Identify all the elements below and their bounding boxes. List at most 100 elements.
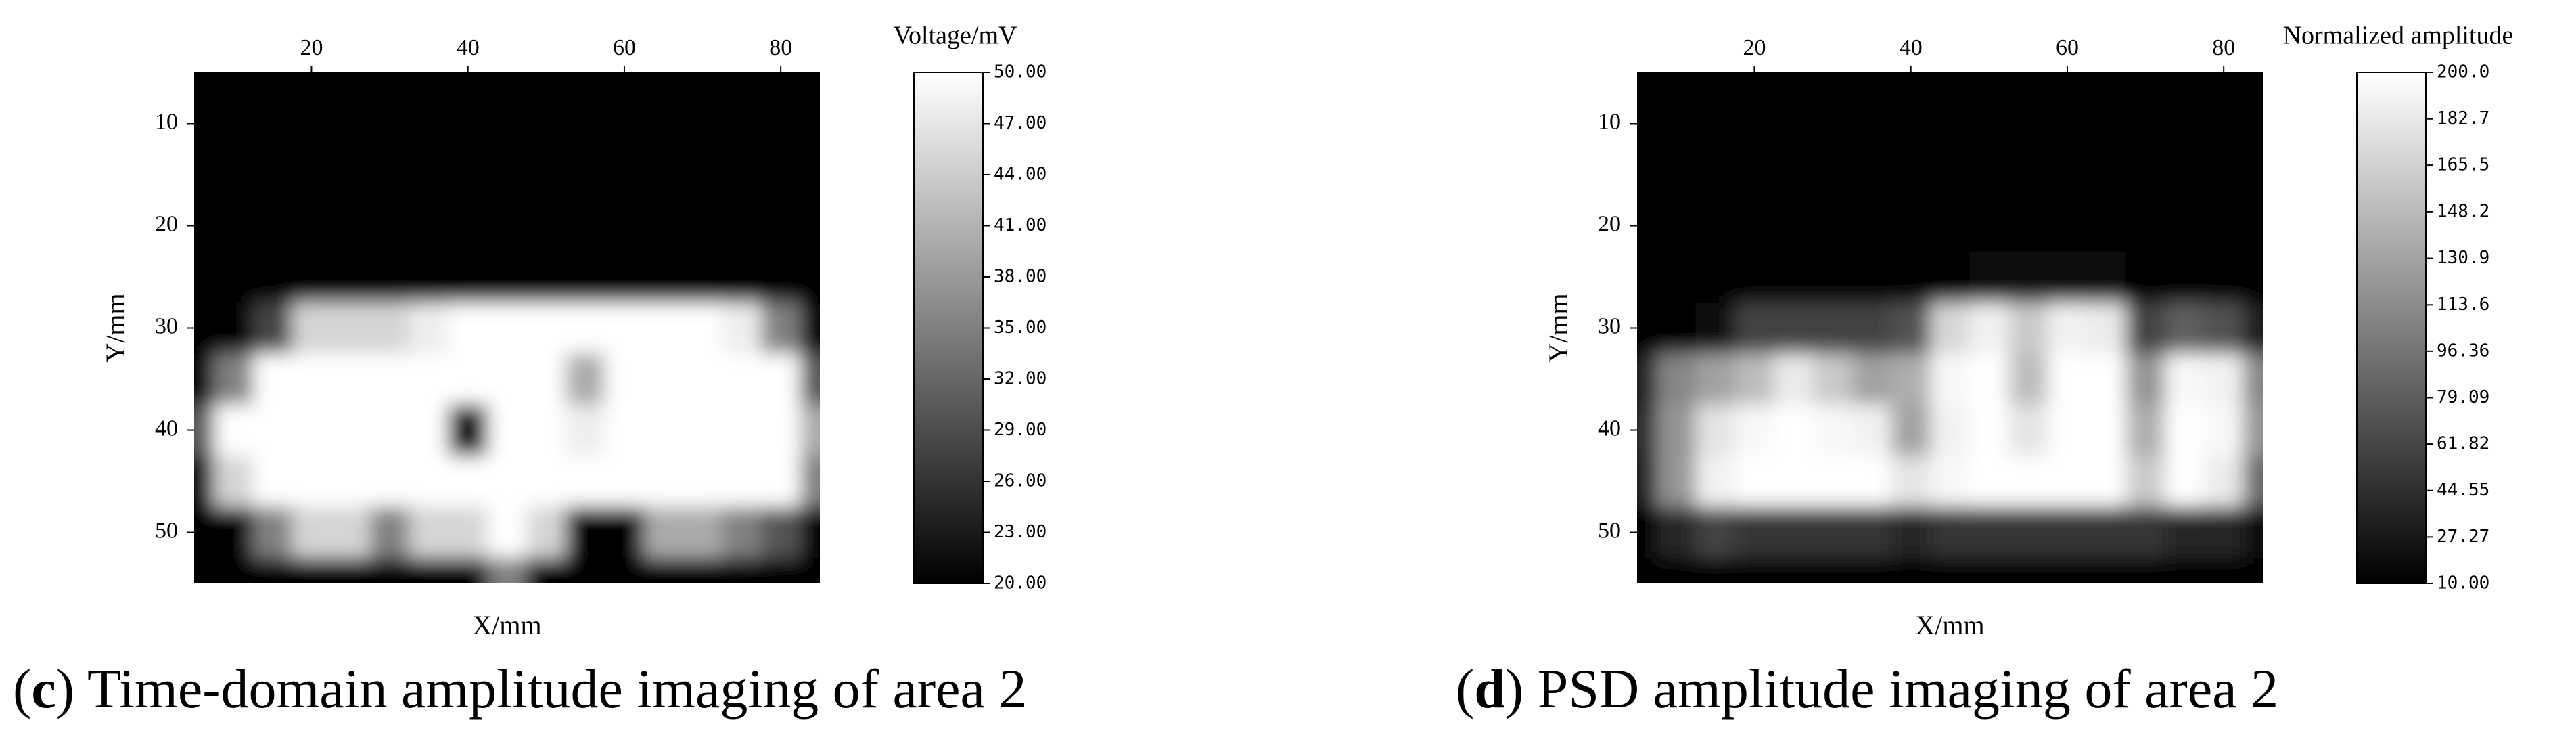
cell bbox=[605, 200, 645, 252]
cell bbox=[292, 404, 332, 457]
cell bbox=[1656, 558, 1697, 583]
cell bbox=[722, 353, 762, 405]
cell bbox=[605, 506, 645, 559]
cell bbox=[370, 97, 410, 150]
cell bbox=[1695, 97, 1736, 150]
cell bbox=[2165, 456, 2205, 508]
cell bbox=[252, 200, 293, 252]
cell bbox=[1813, 200, 1853, 252]
cell bbox=[409, 72, 449, 99]
cell bbox=[1637, 149, 1657, 201]
cell bbox=[1930, 353, 1971, 405]
cell bbox=[1969, 251, 2010, 303]
cell bbox=[2008, 72, 2049, 99]
cell bbox=[2243, 353, 2263, 405]
y-tick-label: 20 bbox=[1598, 211, 1621, 236]
y-tick-label: 50 bbox=[1598, 518, 1621, 543]
cell bbox=[1852, 200, 1892, 252]
cell bbox=[2243, 506, 2263, 559]
cell bbox=[2125, 251, 2166, 303]
cell bbox=[800, 353, 820, 405]
cell bbox=[487, 404, 528, 457]
cell bbox=[448, 302, 488, 355]
cell bbox=[643, 149, 684, 201]
cell bbox=[1813, 558, 1853, 583]
colorbar-tick-label: 79.09 bbox=[2437, 387, 2489, 407]
colorbar-tick-label: 44.55 bbox=[2437, 480, 2489, 500]
caption-part: ( bbox=[1456, 658, 1474, 720]
cell bbox=[2243, 558, 2263, 583]
cell bbox=[2086, 506, 2127, 559]
cell bbox=[1774, 149, 1814, 201]
y-tick-label: 40 bbox=[1598, 416, 1621, 441]
cell bbox=[683, 353, 723, 405]
cell bbox=[1891, 200, 1931, 252]
cell bbox=[800, 251, 820, 303]
cell bbox=[2243, 72, 2263, 99]
cell bbox=[800, 302, 820, 355]
cell bbox=[1656, 302, 1697, 355]
cell bbox=[566, 302, 606, 355]
colorbar-tick-label: 182.7 bbox=[2437, 108, 2489, 129]
cell bbox=[213, 97, 254, 150]
cell bbox=[1774, 353, 1814, 405]
cell bbox=[1852, 302, 1892, 355]
cell bbox=[2243, 302, 2263, 355]
cell bbox=[2048, 302, 2088, 355]
cell bbox=[2204, 72, 2245, 99]
cell bbox=[331, 353, 371, 405]
cell bbox=[194, 302, 214, 355]
cell bbox=[2165, 506, 2205, 559]
cell bbox=[1734, 302, 1775, 355]
cell bbox=[566, 558, 606, 583]
cell bbox=[213, 251, 254, 303]
cell bbox=[194, 149, 214, 201]
cell bbox=[292, 558, 332, 583]
cell bbox=[1891, 353, 1931, 405]
cell bbox=[643, 251, 684, 303]
cell bbox=[2204, 302, 2245, 355]
caption: (c) Time-domain amplitude imaging of are… bbox=[13, 658, 1026, 720]
cell bbox=[1930, 404, 1971, 457]
colorbar-tick-label: 113.6 bbox=[2437, 294, 2489, 315]
cell bbox=[566, 456, 606, 508]
cell bbox=[370, 302, 410, 355]
colorbar-tick-label: 38.00 bbox=[994, 267, 1046, 287]
cell bbox=[292, 302, 332, 355]
cell bbox=[1969, 97, 2010, 150]
caption-part: ) PSD amplitude imaging of area 2 bbox=[1505, 658, 2278, 720]
cell bbox=[761, 200, 802, 252]
cell bbox=[1656, 200, 1697, 252]
cell bbox=[1656, 506, 1697, 559]
cell bbox=[2204, 149, 2245, 201]
cell bbox=[487, 456, 528, 508]
cell bbox=[1774, 302, 1814, 355]
cell bbox=[252, 353, 293, 405]
cell bbox=[2204, 97, 2245, 150]
cell bbox=[566, 353, 606, 405]
cell bbox=[2048, 97, 2088, 150]
cell bbox=[370, 506, 410, 559]
cell bbox=[1852, 72, 1892, 99]
cell bbox=[1813, 97, 1853, 150]
cell bbox=[370, 558, 410, 583]
cell bbox=[292, 200, 332, 252]
cell bbox=[487, 200, 528, 252]
panel: 20 40 60 80 10 20 30 40 50 X/mm Y/mm 50.00 47.00 44.0… bbox=[13, 22, 1046, 720]
colorbar bbox=[913, 72, 984, 584]
cell bbox=[409, 200, 449, 252]
cell bbox=[1930, 506, 1971, 559]
heatmap bbox=[1637, 72, 2263, 583]
cell bbox=[213, 200, 254, 252]
cell bbox=[292, 149, 332, 201]
cell bbox=[1852, 353, 1892, 405]
cell bbox=[2204, 251, 2245, 303]
cell bbox=[2008, 149, 2049, 201]
y-tick-label: 10 bbox=[1598, 109, 1621, 134]
cell bbox=[1813, 149, 1853, 201]
caption-part: ) Time-domain amplitude imaging of area … bbox=[56, 658, 1027, 720]
cell bbox=[1969, 558, 2010, 583]
cell bbox=[1637, 558, 1657, 583]
cell bbox=[2086, 97, 2127, 150]
